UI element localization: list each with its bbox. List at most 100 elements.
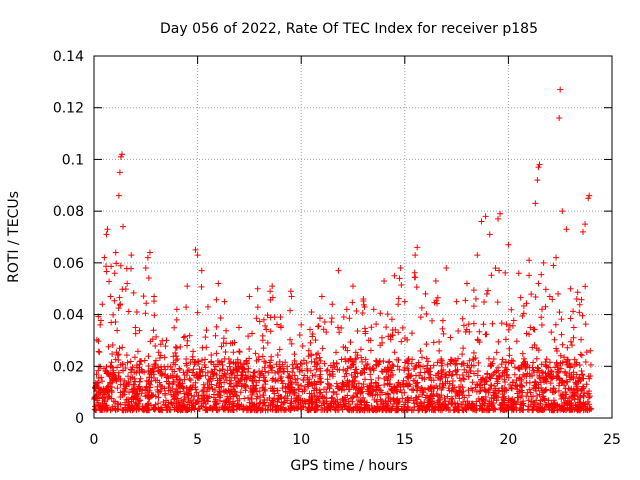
data-point: [384, 311, 391, 318]
data-point: [324, 366, 331, 373]
data-point: [231, 388, 238, 395]
y-tick-label: 0.14: [53, 49, 84, 65]
data-point: [155, 349, 162, 356]
data-point: [528, 398, 535, 405]
data-point: [265, 402, 272, 409]
data-point: [440, 330, 447, 337]
data-point: [117, 301, 124, 308]
data-point: [484, 402, 491, 409]
data-point: [496, 267, 503, 274]
data-point: [311, 363, 318, 370]
data-point: [470, 320, 477, 327]
data-point: [114, 352, 121, 359]
data-point: [276, 358, 283, 365]
data-point: [261, 358, 268, 365]
data-point: [397, 387, 404, 394]
data-point: [112, 356, 119, 363]
data-point: [208, 381, 215, 388]
data-point: [220, 373, 227, 380]
data-point: [418, 304, 425, 311]
data-point: [510, 317, 517, 324]
data-point: [557, 86, 564, 93]
data-point: [583, 381, 590, 388]
data-point: [95, 367, 102, 374]
data-point: [187, 377, 194, 384]
data-point: [292, 376, 299, 383]
data-point: [493, 349, 500, 356]
data-point: [421, 403, 428, 410]
data-point: [422, 290, 429, 297]
data-point: [181, 396, 188, 403]
data-point: [536, 161, 543, 168]
data-point: [350, 407, 357, 414]
data-point: [175, 381, 182, 388]
data-point: [449, 396, 456, 403]
x-tick-label: 25: [603, 432, 621, 448]
data-point: [468, 362, 475, 369]
data-point: [174, 395, 181, 402]
data-point: [361, 402, 368, 409]
data-point: [315, 323, 322, 330]
data-point: [355, 405, 362, 412]
data-point: [189, 353, 196, 360]
data-point: [357, 346, 364, 353]
data-point: [230, 349, 237, 356]
data-point: [582, 221, 589, 228]
data-point: [237, 360, 244, 367]
x-tick-label: 5: [193, 432, 202, 448]
data-point: [92, 403, 99, 410]
data-point: [112, 319, 119, 326]
data-point: [136, 383, 143, 390]
data-point: [223, 327, 230, 334]
data-point: [491, 369, 498, 376]
data-point: [333, 380, 340, 387]
data-point: [114, 400, 121, 407]
data-point: [144, 254, 151, 261]
data-point: [532, 293, 539, 300]
data-point: [423, 355, 430, 362]
data-point: [495, 387, 502, 394]
data-point: [386, 381, 393, 388]
data-point: [351, 369, 358, 376]
data-point: [293, 361, 300, 368]
data-point: [93, 381, 100, 388]
data-point: [520, 310, 527, 317]
data-point: [508, 385, 515, 392]
data-point: [436, 347, 443, 354]
data-point: [297, 360, 304, 367]
data-point: [278, 407, 285, 414]
data-point: [204, 303, 211, 310]
data-point: [459, 404, 466, 411]
data-point: [376, 406, 383, 413]
data-point: [566, 376, 573, 383]
data-point: [533, 355, 540, 362]
data-point: [383, 402, 390, 409]
data-point: [489, 360, 496, 367]
data-point: [110, 398, 117, 405]
data-point: [508, 306, 515, 313]
data-point: [538, 384, 545, 391]
data-point: [384, 377, 391, 384]
data-point: [530, 367, 537, 374]
data-point: [319, 393, 326, 400]
data-point: [446, 380, 453, 387]
data-point: [524, 389, 531, 396]
data-point: [195, 393, 202, 400]
data-point: [226, 401, 233, 408]
data-point: [346, 315, 353, 322]
data-point: [531, 326, 538, 333]
data-point: [262, 322, 269, 329]
data-point: [460, 345, 467, 352]
data-point: [183, 304, 190, 311]
data-point: [262, 368, 269, 375]
data-point: [152, 357, 159, 364]
data-point: [228, 370, 235, 377]
data-point: [355, 380, 362, 387]
data-point: [213, 296, 220, 303]
data-point: [280, 365, 287, 372]
data-point: [417, 348, 424, 355]
data-point: [405, 360, 412, 367]
data-point: [515, 364, 522, 371]
data-point: [486, 374, 493, 381]
data-point: [150, 374, 157, 381]
